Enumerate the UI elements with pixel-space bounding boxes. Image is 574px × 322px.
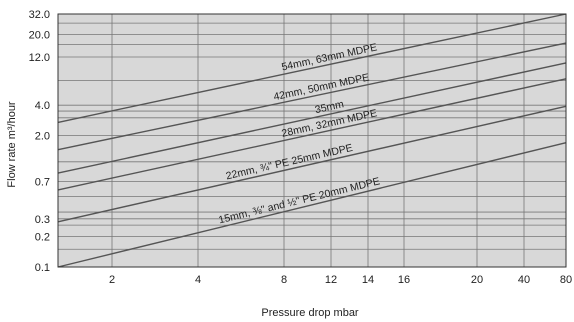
y-tick-label: 2.0 — [35, 131, 50, 143]
x-axis-title: Pressure drop mbar — [261, 307, 359, 319]
series-lines — [57, 13, 567, 268]
x-tick-label: 12 — [325, 274, 337, 286]
y-tick-label: 0.2 — [35, 232, 50, 244]
x-tick-labels: 2 4 8 12 14 16 20 40 80 — [109, 274, 572, 286]
plot-frame — [57, 13, 567, 268]
x-tick-label: 40 — [518, 274, 530, 286]
y-tick-label: 4.0 — [35, 100, 50, 112]
x-tick-label: 16 — [398, 274, 410, 286]
y-tick-label: 12.0 — [29, 52, 50, 64]
x-tick-label: 8 — [281, 274, 287, 286]
series-line — [57, 62, 567, 174]
series-line — [57, 42, 567, 151]
x-tick-label: 14 — [362, 274, 374, 286]
y-tick-label: 0.1 — [35, 262, 50, 274]
x-tick-label: 80 — [560, 274, 572, 286]
series-line — [57, 142, 567, 268]
y-tick-label: 20.0 — [29, 30, 50, 42]
y-axis-title: Flow rate m³/hour — [6, 101, 18, 188]
y-tick-label: 0.3 — [35, 214, 50, 226]
plot-background — [58, 14, 566, 267]
x-tick-label: 20 — [471, 274, 483, 286]
y-tick-label: 32.0 — [29, 9, 50, 21]
series-line — [57, 78, 567, 191]
x-tick-label: 2 — [109, 274, 115, 286]
series-line — [57, 13, 567, 124]
y-tick-label: 0.7 — [35, 177, 50, 189]
x-tick-label: 4 — [195, 274, 201, 286]
y-tick-labels: 0.1 0.2 0.3 0.7 2.0 4.0 12.0 20.0 32.0 — [29, 9, 50, 274]
series-line — [57, 105, 567, 223]
